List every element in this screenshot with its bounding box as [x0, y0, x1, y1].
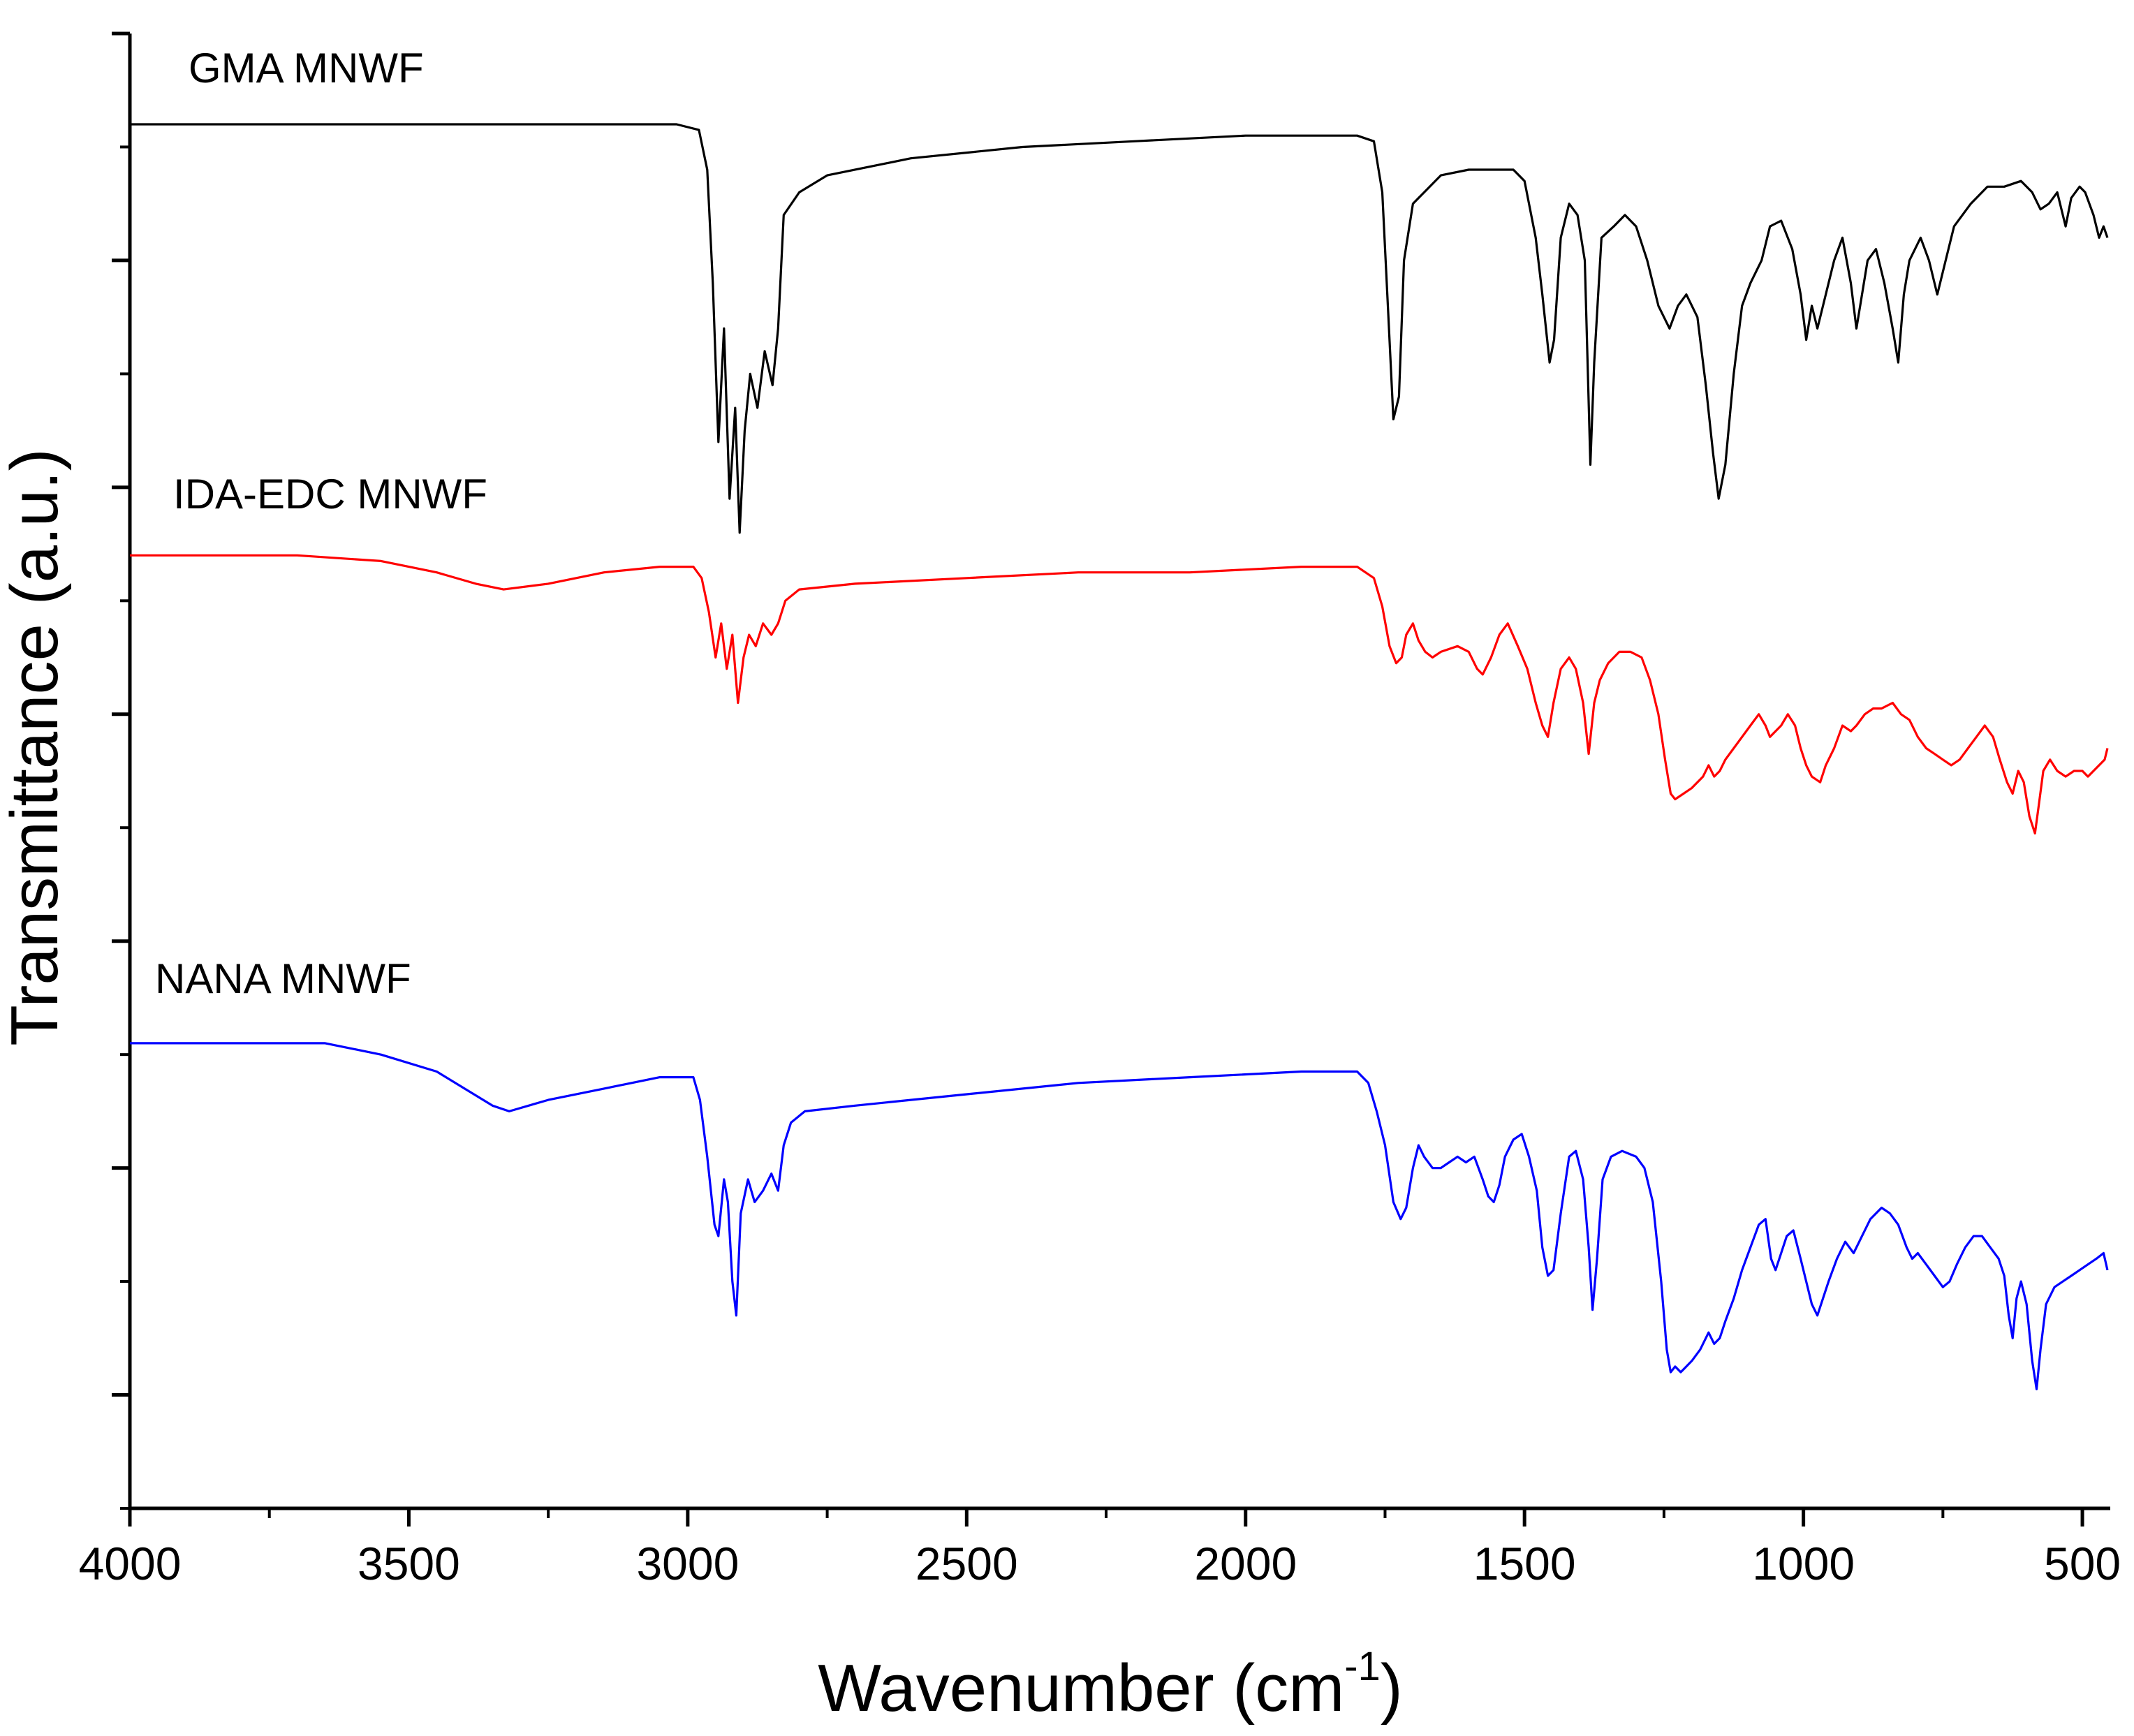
x-axis-title-superscript: -1 — [1344, 1644, 1381, 1689]
labels-layer: Transmittance (a.u.) Wavenumber (cm-1) — [0, 448, 1403, 1726]
series-label: IDA-EDC MNWF — [173, 471, 487, 517]
x-tick-label: 2000 — [1194, 1538, 1297, 1589]
x-axis-title: Wavenumber (cm-1) — [818, 1644, 1402, 1726]
x-tick-label: 1500 — [1473, 1538, 1576, 1589]
y-axis-title: Transmittance (a.u.) — [0, 448, 72, 1045]
x-tick-label: 2500 — [915, 1538, 1018, 1589]
x-tick-label: 4000 — [79, 1538, 182, 1589]
x-tick-label: 1000 — [1752, 1538, 1855, 1589]
x-tick-label: 3000 — [636, 1538, 739, 1589]
axes-layer: 4000 3500 3000 2500 2000 1500 1000 500 — [79, 31, 2121, 1589]
series-label: NANA MNWF — [155, 955, 411, 1002]
series-line-nana-mnwf — [130, 1042, 2109, 1390]
x-tick-label: 3500 — [358, 1538, 460, 1589]
series-label: GMA MNWF — [189, 45, 424, 91]
x-axis-title-close: ) — [1381, 1651, 1403, 1726]
series-layer: GMA MNWF IDA-EDC MNWF NANA MNWF — [130, 45, 2109, 1390]
x-tick-label: 500 — [2044, 1538, 2121, 1589]
x-axis-title-main: Wavenumber (cm — [818, 1651, 1344, 1726]
series-line-ida-edc-mnwf — [130, 554, 2109, 834]
series-line-gma-mnwf — [130, 123, 2109, 534]
